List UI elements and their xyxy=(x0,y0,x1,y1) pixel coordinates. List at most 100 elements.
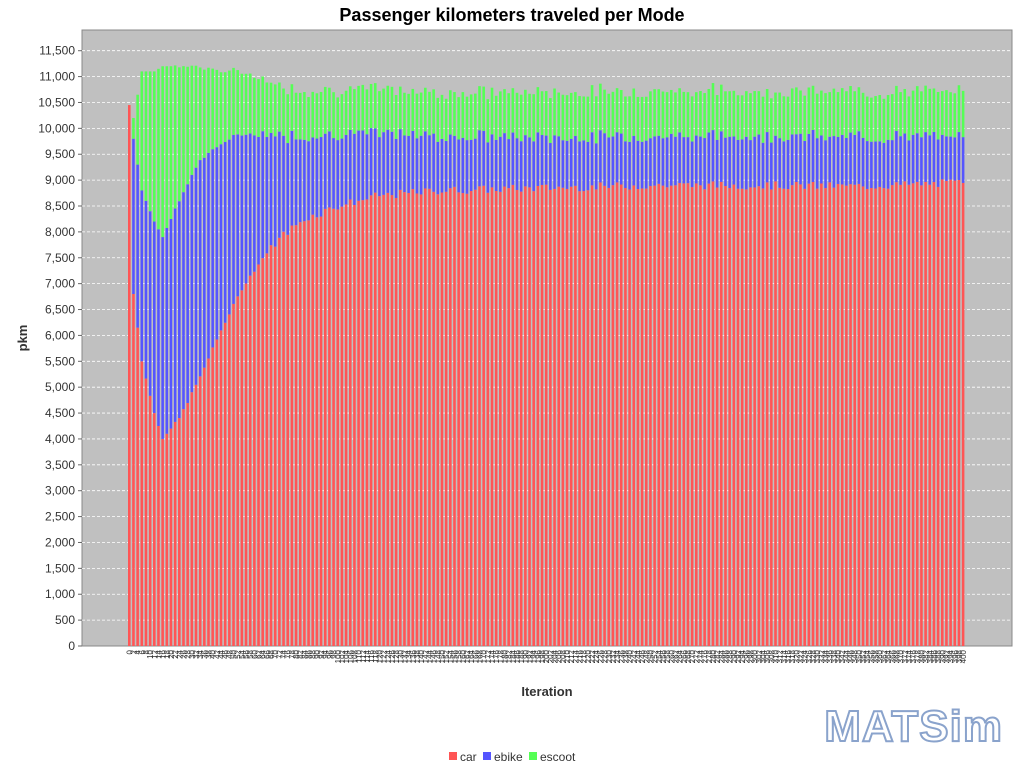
bar-ebike xyxy=(599,130,602,183)
bar-car xyxy=(720,181,723,646)
bar-ebike xyxy=(649,138,652,187)
bar-ebike xyxy=(161,237,164,439)
x-tick-label: 148 xyxy=(434,649,443,663)
x-tick-label: 246 xyxy=(638,649,647,663)
x-tick-label: 204 xyxy=(551,649,560,663)
x-tick-label: 294 xyxy=(738,649,747,663)
bar-car xyxy=(344,204,348,646)
x-tick-label: 174 xyxy=(488,649,497,663)
x-tick-label: 138 xyxy=(413,649,422,663)
y-tick-label: 0 xyxy=(68,639,75,653)
bar-car xyxy=(298,222,302,646)
x-tick-label: 4 xyxy=(134,649,143,654)
x-tick-label: 66 xyxy=(263,649,272,658)
bar-ebike xyxy=(465,140,469,194)
bar-escoot xyxy=(715,95,719,140)
bar-car xyxy=(599,182,602,646)
x-tick-label: 178 xyxy=(496,649,505,663)
bar-ebike xyxy=(920,137,923,186)
bar-ebike xyxy=(724,137,727,186)
bar-escoot xyxy=(853,91,857,135)
bar-escoot xyxy=(511,88,515,133)
bar-escoot xyxy=(311,91,315,138)
bar-ebike xyxy=(553,135,556,189)
x-tick-label: 224 xyxy=(592,649,601,663)
y-tick-label: 2,000 xyxy=(45,535,75,549)
bar-escoot xyxy=(482,86,485,131)
bar-ebike xyxy=(657,135,661,184)
bar-car xyxy=(253,271,256,646)
bar-escoot xyxy=(569,92,573,139)
bar-car xyxy=(407,193,410,646)
bar-escoot xyxy=(690,96,694,142)
bar-ebike xyxy=(611,136,615,186)
x-tick-label: 8 xyxy=(142,649,151,654)
x-tick-label: 360 xyxy=(876,649,885,663)
bar-car xyxy=(511,184,515,646)
bar-escoot xyxy=(799,90,802,134)
bar-car xyxy=(373,192,377,646)
bar-ebike xyxy=(845,138,848,186)
bar-escoot xyxy=(703,93,706,139)
bar-escoot xyxy=(532,94,535,142)
bar-car xyxy=(390,195,394,646)
bar-ebike xyxy=(390,131,394,196)
bar-car xyxy=(182,409,185,646)
x-tick-label: 236 xyxy=(617,649,626,663)
bar-car xyxy=(840,184,844,647)
bar-escoot xyxy=(932,88,936,132)
bar-ebike xyxy=(778,138,781,188)
x-tick-label: 122 xyxy=(380,649,389,663)
bar-escoot xyxy=(740,95,744,140)
bar-escoot xyxy=(594,96,598,144)
bar-escoot xyxy=(724,91,727,138)
bar-escoot xyxy=(574,92,577,136)
x-tick-label: 324 xyxy=(801,649,810,663)
x-tick-label: 102 xyxy=(338,649,347,663)
bar-ebike xyxy=(644,140,648,189)
bar-escoot xyxy=(332,92,335,139)
bar-car xyxy=(436,194,440,646)
bar-car xyxy=(532,191,535,646)
bar-car xyxy=(544,184,548,647)
bar-ebike xyxy=(411,131,415,190)
bar-ebike xyxy=(882,142,886,189)
bar-car xyxy=(845,185,848,646)
bar-car xyxy=(190,392,194,646)
bar-ebike xyxy=(728,136,731,189)
x-tick-label: 280 xyxy=(709,649,718,663)
y-tick-label: 10,500 xyxy=(38,95,75,109)
bar-car xyxy=(278,237,281,647)
bar-car xyxy=(890,185,894,646)
bar-escoot xyxy=(178,67,181,202)
x-tick-label: 52 xyxy=(234,649,243,658)
x-tick-label: 144 xyxy=(425,649,434,663)
bar-ebike xyxy=(707,132,711,184)
bar-car xyxy=(870,188,873,646)
x-tick-label: 192 xyxy=(526,649,535,663)
bar-ebike xyxy=(248,133,252,276)
x-tick-label: 396 xyxy=(951,649,960,663)
bar-escoot xyxy=(515,92,519,139)
x-tick-label: 76 xyxy=(284,649,293,658)
bar-ebike xyxy=(803,140,806,189)
bar-car xyxy=(565,188,569,646)
x-tick-label: 352 xyxy=(859,649,868,663)
bar-ebike xyxy=(857,131,861,184)
bars xyxy=(128,65,965,647)
x-tick-label: 260 xyxy=(667,649,676,663)
bar-car xyxy=(732,184,736,647)
bar-car xyxy=(248,275,252,646)
bar-ebike xyxy=(532,141,535,192)
bar-ebike xyxy=(240,135,244,291)
bar-car xyxy=(186,402,189,646)
bar-escoot xyxy=(253,77,256,136)
x-tick-label: 82 xyxy=(296,649,305,658)
x-tick-label: 74 xyxy=(280,649,289,658)
bar-car xyxy=(261,258,264,646)
bar-ebike xyxy=(519,141,523,192)
bar-car xyxy=(482,185,485,647)
bar-ebike xyxy=(228,139,231,315)
x-tick-label: 376 xyxy=(909,649,918,663)
x-tick-label: 256 xyxy=(659,649,668,663)
